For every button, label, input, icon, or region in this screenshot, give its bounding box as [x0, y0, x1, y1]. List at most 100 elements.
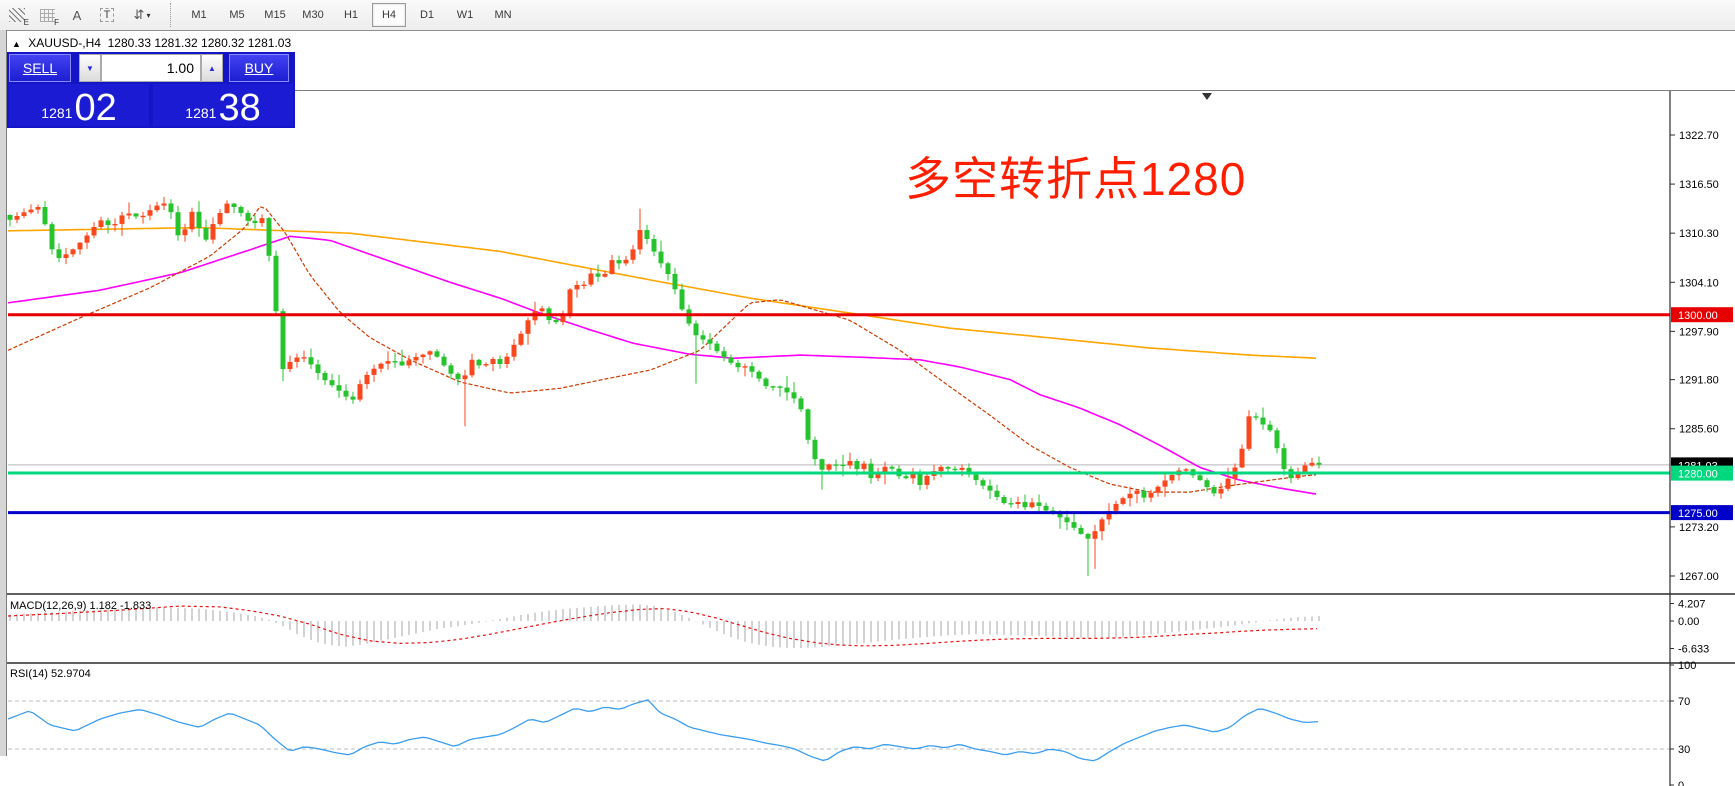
candle-body — [924, 475, 930, 485]
price-badge-label: 1300.00 — [1678, 310, 1718, 322]
candle-body — [966, 467, 972, 475]
price-badge-label: 1280.00 — [1678, 469, 1718, 481]
volume-increase-button[interactable]: ▲ — [201, 54, 223, 82]
arrange-arrows-icon[interactable]: ⇵ ▾ — [133, 7, 151, 22]
timeframe-m15[interactable]: M15 — [264, 9, 286, 21]
candle-body — [728, 357, 734, 363]
candle-body — [917, 473, 923, 485]
candle-body — [427, 351, 433, 355]
volume-decrease-button[interactable]: ▼ — [79, 54, 101, 82]
chevron-down-icon: ▾ — [146, 10, 151, 20]
candle-body — [903, 476, 909, 479]
candle-body — [476, 359, 482, 366]
candle-body — [350, 396, 356, 400]
volume-input[interactable]: 1.00 — [101, 54, 201, 82]
candle-body — [1211, 487, 1217, 494]
candle-body — [840, 464, 846, 467]
candle-body — [448, 365, 454, 374]
text-label-icon[interactable]: A — [72, 7, 82, 23]
candle-body — [945, 466, 951, 469]
candle-body — [889, 466, 895, 469]
candle-body — [1001, 497, 1007, 504]
candle-body — [315, 364, 321, 373]
candle-body — [819, 459, 825, 470]
grid-icon[interactable]: F — [34, 3, 60, 27]
ask-price-display[interactable]: 1281 38 — [153, 84, 293, 127]
macd-label: MACD(12,26,9) 1.182 -1.833 — [10, 600, 151, 612]
candle-body — [574, 285, 580, 290]
rsi-line — [7, 699, 1319, 762]
candle-body — [560, 314, 566, 323]
candle-body — [1078, 527, 1084, 534]
candle-body — [959, 467, 965, 470]
text-box-icon[interactable]: T — [94, 3, 120, 27]
indicators-hatch-icon[interactable]: E — [4, 3, 30, 27]
candle-body — [588, 273, 594, 285]
candle-body — [462, 375, 468, 380]
candle-body — [28, 209, 34, 213]
candle-body — [56, 249, 62, 258]
candle-body — [721, 351, 727, 358]
candle-body — [553, 320, 559, 323]
rsi-panel — [7, 699, 1670, 762]
candle-body — [1092, 531, 1098, 539]
candle-body — [490, 359, 496, 364]
timeframe-h1[interactable]: H1 — [343, 9, 359, 21]
candle-body — [700, 335, 706, 340]
bid-price-display[interactable]: 1281 02 — [9, 84, 149, 127]
candle-body — [581, 284, 587, 286]
candle-body — [1204, 480, 1210, 488]
candle-body — [483, 364, 489, 366]
candle-body — [658, 251, 664, 264]
timeframe-m5[interactable]: M5 — [229, 9, 245, 21]
candle-body — [161, 203, 167, 206]
candle-body — [1085, 533, 1091, 539]
price-tick: 1310.30 — [1679, 228, 1719, 240]
candle-body — [140, 215, 146, 218]
price-tick: 1316.50 — [1679, 179, 1719, 191]
candle-body — [511, 344, 517, 357]
shift-marker-icon[interactable] — [1202, 93, 1212, 100]
timeframe-h4[interactable]: H4 — [372, 3, 406, 27]
candle-body — [637, 230, 643, 250]
candle-body — [7, 215, 13, 220]
candle-body — [420, 354, 426, 357]
timeframe-m1[interactable]: M1 — [191, 9, 207, 21]
candle-body — [938, 466, 944, 472]
candle-body — [406, 360, 412, 366]
candle-body — [609, 260, 615, 274]
chart-surface[interactable]: 1322.70 1316.50 1310.30 1304.10 1297.90 1291.… — [0, 30, 1735, 786]
candle-body — [1064, 517, 1070, 523]
candle-body — [63, 254, 69, 258]
sell-button[interactable]: SELL — [9, 54, 71, 82]
timeframe-m30[interactable]: M30 — [302, 9, 324, 21]
candle-body — [126, 213, 132, 216]
candle-body — [616, 260, 622, 264]
candle-body — [301, 357, 307, 359]
timeframe-w1[interactable]: W1 — [456, 9, 474, 21]
candle-body — [798, 398, 804, 410]
candle-body — [455, 373, 461, 380]
buy-button[interactable]: BUY — [229, 54, 289, 82]
candle-body — [1057, 513, 1063, 518]
price-tick: 1322.70 — [1679, 130, 1719, 142]
timeframe-d1[interactable]: D1 — [419, 9, 435, 21]
candle-body — [504, 356, 510, 364]
candle-body — [14, 216, 20, 220]
candle-body — [910, 473, 916, 479]
rsi-tick: 0 — [1678, 780, 1684, 786]
candle-body — [735, 362, 741, 368]
candle-body — [1155, 486, 1161, 493]
collapse-panel-icon[interactable]: ▲ — [12, 39, 21, 49]
candle-body — [1120, 498, 1126, 504]
candle-body — [1183, 469, 1189, 471]
candle-body — [602, 273, 608, 277]
candle-body — [1043, 505, 1049, 511]
candle-body — [1225, 478, 1231, 489]
candle-body — [1008, 503, 1014, 505]
timeframe-mn[interactable]: MN — [494, 9, 512, 21]
candle-body — [1162, 480, 1168, 487]
price-badge — [1671, 505, 1733, 521]
candle-body — [742, 366, 748, 368]
